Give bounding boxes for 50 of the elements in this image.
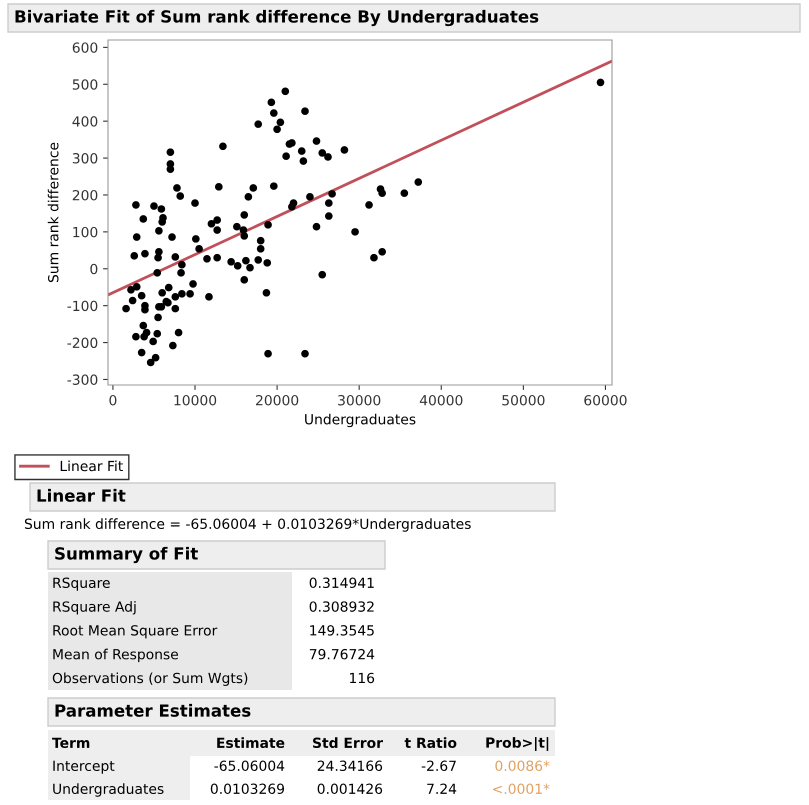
x-tick-label: 60000 xyxy=(584,394,627,406)
text: 0.0086* xyxy=(495,760,550,772)
chart-title: Bivariate Fit of Sum rank difference By Undergraduates xyxy=(16,10,538,26)
text: 24.34166 xyxy=(318,760,382,772)
text: Linear Fit xyxy=(38,488,126,502)
text: Undergraduates xyxy=(53,783,164,797)
y-tick-label: 0 xyxy=(90,264,98,274)
text: 79.76724 xyxy=(310,648,374,660)
y-tick-label: -100 xyxy=(67,300,98,312)
text: 0.314941 xyxy=(310,578,374,588)
text: Root Mean Square Error xyxy=(53,625,218,638)
y-tick-label: 500 xyxy=(72,79,98,90)
text: Sum rank difference = -65.06004 + 0.0103269*Undergraduates xyxy=(24,518,471,532)
x-tick-label: 0 xyxy=(109,394,116,406)
text: <.0001* xyxy=(493,784,550,794)
x-tick-label: 20000 xyxy=(256,394,298,406)
legend-label: Linear Fit xyxy=(60,460,123,472)
y-tick-label: 200 xyxy=(72,190,98,200)
x-axis-title: Undergraduates xyxy=(305,414,416,428)
text: Intercept xyxy=(53,760,114,774)
text: Std Error xyxy=(313,737,383,748)
y-axis-title: Sum rank difference xyxy=(48,142,59,282)
text: Parameter Estimates xyxy=(56,704,250,717)
text: 0.308932 xyxy=(310,601,374,612)
text: Term xyxy=(52,738,90,748)
text: 0.0103269 xyxy=(210,784,284,794)
text: 149.3545 xyxy=(310,625,374,636)
x-tick-label: 40000 xyxy=(420,394,462,406)
text: Prob>|t| xyxy=(486,737,548,751)
y-tick-label: 300 xyxy=(72,153,98,164)
text: RSquare Adj xyxy=(53,601,136,615)
y-tick-label: -300 xyxy=(67,374,98,385)
y-tick-label: -200 xyxy=(67,338,98,348)
text: Summary of Fit xyxy=(55,546,198,564)
y-tick-label: 400 xyxy=(72,116,98,127)
text: -65.06004 xyxy=(214,760,284,772)
text: Observations (or Sum Wgts) xyxy=(52,672,248,686)
text: 7.24 xyxy=(427,784,456,794)
text: Estimate xyxy=(217,737,284,748)
text: -2.67 xyxy=(422,760,456,772)
x-tick-label: 30000 xyxy=(338,394,380,406)
y-tick-label: 100 xyxy=(73,226,98,238)
text: RSquare xyxy=(53,578,110,591)
text: Mean of Response xyxy=(53,648,178,662)
text: 0.001426 xyxy=(318,784,382,794)
x-tick-label: 50000 xyxy=(502,394,545,406)
text: 116 xyxy=(350,672,374,684)
x-tick-label: 10000 xyxy=(174,394,216,406)
y-tick-label: 600 xyxy=(72,42,98,53)
text: t Ratio xyxy=(404,737,456,748)
